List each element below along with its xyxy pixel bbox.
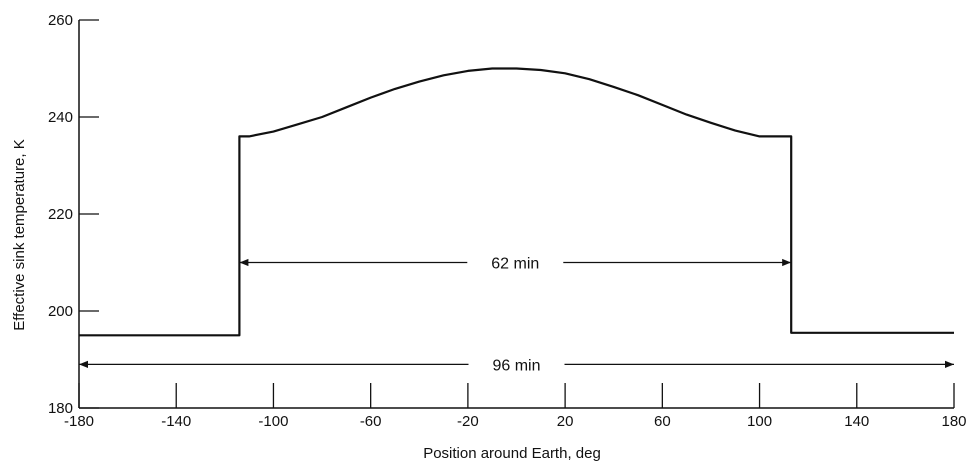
- x-tick-label: -60: [360, 413, 382, 430]
- series: [79, 67, 954, 337]
- y-tick-label: 240: [48, 109, 73, 126]
- x-tick-label: -100: [258, 413, 288, 430]
- y-tick-label: 180: [48, 400, 73, 417]
- x-tick-label: 140: [844, 413, 869, 430]
- x-tick-label: 180: [941, 413, 966, 430]
- x-tick-label: -180: [64, 413, 94, 430]
- series-line: [79, 67, 954, 337]
- x-axis-label: Position around Earth, deg: [423, 445, 601, 462]
- y-axis-label: Effective sink temperature, K: [11, 139, 28, 330]
- y-tick-label: 220: [48, 206, 73, 223]
- y-tick-label: 200: [48, 303, 73, 320]
- annotations: 62 min 96 min: [79, 256, 954, 374]
- x-tick-label: 100: [747, 413, 772, 430]
- dimension-label: 96 min: [492, 357, 540, 374]
- x-tick-label: 60: [654, 413, 671, 430]
- y-tick-label: 260: [48, 12, 73, 29]
- x-tick-label: 20: [557, 413, 574, 430]
- axes: [78, 20, 954, 409]
- x-tick-label: -20: [457, 413, 479, 430]
- x-tick-label: -140: [161, 413, 191, 430]
- y-axis-ticks: 180 200 220 240 260: [48, 12, 99, 417]
- dimension-label: 62 min: [491, 256, 539, 273]
- x-axis-ticks: -180 -140 -100 -60 -20 20 60 100 140 180: [64, 383, 967, 430]
